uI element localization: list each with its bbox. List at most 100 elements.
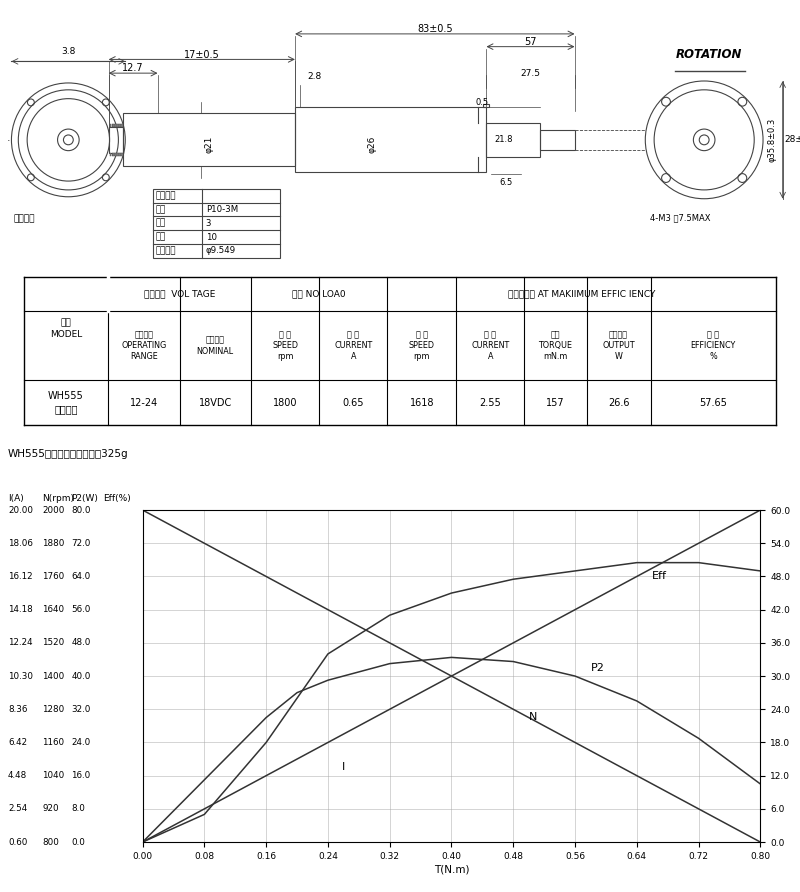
Text: 18.06: 18.06 [8, 539, 33, 548]
Text: P2(W): P2(W) [71, 494, 98, 503]
Text: 1800: 1800 [273, 398, 298, 408]
Text: 83±0.5: 83±0.5 [417, 24, 453, 34]
Text: 2.54: 2.54 [8, 805, 27, 814]
Bar [483, 103, 490, 108]
Bar [110, 153, 111, 155]
X-axis label: T(N.m): T(N.m) [434, 865, 470, 875]
Text: N(rpm): N(rpm) [42, 494, 74, 503]
Text: 输入电压  VOL TAGE: 输入电压 VOL TAGE [144, 290, 215, 299]
Text: 3: 3 [206, 219, 211, 227]
Text: 0.65: 0.65 [342, 398, 364, 408]
Text: 12.24: 12.24 [8, 639, 33, 648]
Text: 1040: 1040 [42, 772, 64, 780]
Text: 12.7: 12.7 [122, 63, 144, 73]
Text: 24.0: 24.0 [71, 738, 90, 747]
Text: P10-3M: P10-3M [206, 205, 238, 214]
Text: 16.0: 16.0 [71, 772, 90, 780]
Text: 32.0: 32.0 [71, 705, 90, 714]
Text: 红色标记: 红色标记 [14, 214, 35, 223]
Text: 转 速
SPEED
rpm: 转 速 SPEED rpm [272, 330, 298, 361]
Bar [486, 123, 540, 157]
Text: 电压范围
OPERATING
RANGE: 电压范围 OPERATING RANGE [121, 330, 166, 361]
Bar [123, 113, 295, 166]
Bar [115, 153, 117, 155]
Text: 1280: 1280 [42, 705, 64, 714]
Text: 17±0.5: 17±0.5 [184, 49, 220, 60]
Text: 72.0: 72.0 [71, 539, 90, 548]
Text: 8.0: 8.0 [71, 805, 85, 814]
Bar [119, 153, 121, 155]
Text: 920: 920 [42, 805, 58, 814]
Text: 28±2: 28±2 [785, 136, 800, 145]
Text: 18VDC: 18VDC [198, 398, 232, 408]
Text: 输出功率
OUTPUT
W: 输出功率 OUTPUT W [602, 330, 635, 361]
Bar [122, 153, 123, 155]
Text: 26.6: 26.6 [608, 398, 630, 408]
Text: ROTATION: ROTATION [676, 48, 742, 62]
Text: 1640: 1640 [42, 605, 64, 615]
Text: 空载 NO LOA0: 空载 NO LOA0 [292, 290, 346, 299]
Text: 电 流
CURRENT
A: 电 流 CURRENT A [334, 330, 373, 361]
Text: 20.00: 20.00 [8, 506, 33, 515]
Text: 电 流
CURRENT
A: 电 流 CURRENT A [471, 330, 510, 361]
Text: 规格: 规格 [156, 205, 166, 214]
Text: 57.65: 57.65 [699, 398, 727, 408]
Text: 40.0: 40.0 [71, 672, 90, 681]
Text: 1760: 1760 [42, 572, 64, 581]
Text: 节圆直径: 节圆直径 [156, 246, 176, 255]
Text: 57: 57 [524, 37, 537, 46]
Text: I(A): I(A) [8, 494, 24, 503]
Text: WH555
行星减速: WH555 行星减速 [48, 392, 84, 414]
Bar [122, 124, 123, 128]
Text: 21.8: 21.8 [494, 136, 513, 145]
Text: 1520: 1520 [42, 639, 64, 648]
Bar [111, 124, 113, 128]
Text: 2000: 2000 [42, 506, 64, 515]
Bar [110, 124, 111, 128]
Text: 8.36: 8.36 [8, 705, 27, 714]
Bar [115, 124, 117, 128]
Text: 6.42: 6.42 [8, 738, 27, 747]
Text: 3.8: 3.8 [61, 47, 75, 56]
Text: 2.55: 2.55 [479, 398, 501, 408]
Bar [153, 189, 280, 258]
Text: 型号
MODEL: 型号 MODEL [50, 318, 82, 339]
Text: 12-24: 12-24 [130, 398, 158, 408]
Text: WH555行星减速电机净重：325g: WH555行星减速电机净重：325g [8, 449, 129, 458]
Text: 齿数: 齿数 [156, 233, 166, 242]
Bar [119, 124, 121, 128]
Text: 额定电压
NOMINAL: 额定电压 NOMINAL [197, 335, 234, 356]
Bar [540, 130, 574, 150]
Text: 10.30: 10.30 [8, 672, 33, 681]
Bar [118, 124, 119, 128]
Text: 效 率
EFFICIENCY
%: 效 率 EFFICIENCY % [690, 330, 736, 361]
Text: 10: 10 [206, 233, 217, 242]
Text: 0.0: 0.0 [71, 838, 85, 847]
Text: 80.0: 80.0 [71, 506, 91, 515]
Text: 4-M3 混7.5MAX: 4-M3 混7.5MAX [650, 213, 710, 222]
Text: 节距: 节距 [156, 219, 166, 227]
Bar [114, 124, 115, 128]
Text: I: I [342, 762, 345, 772]
Text: 1160: 1160 [42, 738, 64, 747]
Text: 1880: 1880 [42, 539, 64, 548]
Text: N: N [529, 713, 537, 723]
Text: 14.18: 14.18 [8, 605, 33, 615]
Text: φ35.8±0.3: φ35.8±0.3 [768, 118, 777, 162]
Text: 6.5: 6.5 [499, 178, 513, 187]
Text: φ21: φ21 [205, 136, 214, 153]
Text: 800: 800 [42, 838, 59, 847]
Bar [114, 153, 115, 155]
Text: 56.0: 56.0 [71, 605, 90, 615]
Text: 0.5: 0.5 [476, 97, 489, 106]
Text: 27.5: 27.5 [521, 69, 541, 78]
Text: 力矩
TORQUE
mN.m: 力矩 TORQUE mN.m [538, 330, 572, 361]
Text: 带轮规格: 带轮规格 [156, 191, 176, 201]
Text: Eff(%): Eff(%) [103, 494, 130, 503]
Text: P2: P2 [590, 663, 604, 673]
Text: 转 速
SPEED
rpm: 转 速 SPEED rpm [409, 330, 435, 361]
Text: 1400: 1400 [42, 672, 64, 681]
Text: 64.0: 64.0 [71, 572, 90, 581]
Text: 4.48: 4.48 [8, 772, 27, 780]
Text: 1618: 1618 [410, 398, 434, 408]
